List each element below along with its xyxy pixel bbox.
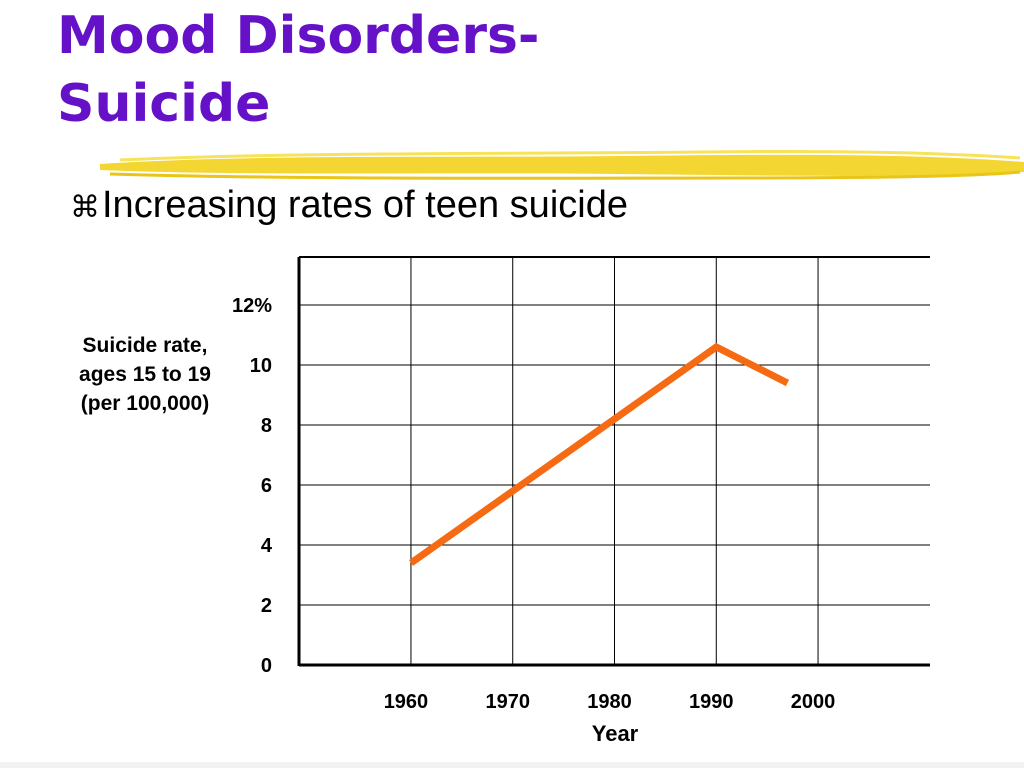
bullet-point: ⌘Increasing rates of teen suicide — [70, 180, 628, 233]
x-tick-label: 1960 — [384, 691, 429, 713]
y-tick-label: 12% — [232, 295, 272, 317]
x-axis-label: Year — [592, 721, 639, 746]
x-tick-label: 2000 — [791, 691, 836, 713]
series-line — [408, 342, 790, 566]
highlight-stroke — [100, 149, 1024, 180]
bullet-text: Increasing rates of teen suicide — [102, 184, 628, 226]
y-tick-label: 2 — [261, 595, 272, 617]
y-tick-label: 6 — [261, 475, 272, 497]
bottom-strip — [0, 762, 1024, 768]
slide-title: Mood Disorders- Suicide — [57, 2, 757, 138]
y-axis-label-line: Suicide rate, — [83, 334, 208, 357]
y-axis-label-line: (per 100,000) — [81, 392, 209, 415]
x-tick-label: 1980 — [587, 691, 632, 713]
y-tick-label: 8 — [261, 415, 272, 437]
y-tick-label: 0 — [261, 655, 272, 677]
z-bullet-icon: ⌘ — [70, 190, 100, 225]
x-tick-label: 1970 — [485, 691, 530, 713]
y-tick-label: 4 — [261, 535, 273, 557]
y-tick-label: 10 — [250, 355, 272, 377]
y-axis-label-line: ages 15 to 19 — [79, 363, 211, 386]
slide-title-line-2: Suicide — [57, 74, 271, 134]
x-tick-label: 1990 — [689, 691, 734, 713]
slide-title-line-1: Mood Disorders- — [57, 6, 540, 66]
